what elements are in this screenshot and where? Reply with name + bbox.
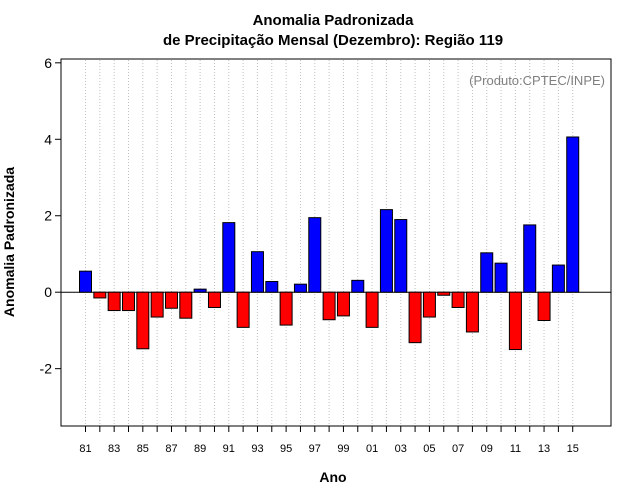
bar-2008 — [465, 291, 479, 333]
bar-1994 — [265, 280, 279, 293]
x-tick-label: 15 — [567, 443, 579, 455]
bar-2000 — [351, 279, 365, 293]
bar-1984 — [121, 291, 135, 312]
bar-2011 — [508, 291, 522, 351]
bar-1988 — [179, 291, 193, 319]
bar-2003 — [394, 219, 408, 293]
x-tick-label: 85 — [137, 443, 149, 455]
bar-2013 — [537, 291, 551, 321]
y-tick-label: 0 — [44, 284, 52, 300]
chart-subtitle: de Precipitação Mensal (Dezembro): Regiã… — [163, 32, 503, 49]
y-tick-label: 2 — [44, 208, 52, 224]
bar-1992 — [236, 291, 250, 328]
bar-1987 — [164, 291, 178, 309]
y-tick-label: 4 — [44, 131, 52, 147]
x-tick-label: 13 — [538, 443, 550, 455]
x-tick-label: 89 — [194, 443, 206, 455]
bar-1981 — [79, 270, 92, 293]
x-tick-label: 11 — [510, 443, 521, 455]
bar-1995 — [279, 291, 293, 326]
bar-1996 — [293, 283, 307, 293]
y-axis: -2 0 2 4 6 — [40, 55, 61, 377]
bar-1983 — [107, 291, 121, 312]
bar-2001 — [365, 291, 379, 328]
x-axis: 81 83 85 87 89 91 93 95 97 99 01 03 05 07 09 11 13 15 — [79, 426, 579, 455]
bar-2009 — [480, 252, 494, 293]
bar-1999 — [336, 291, 350, 317]
bar-2006 — [437, 291, 451, 296]
bar-1982 — [93, 291, 107, 299]
x-tick-label: 81 — [79, 443, 91, 455]
bar-1985 — [136, 291, 150, 350]
bar-2015 — [566, 136, 580, 293]
bar-1989 — [193, 288, 207, 293]
x-tick-label: 09 — [481, 443, 493, 455]
bar-2004 — [408, 291, 422, 344]
x-tick-label: 05 — [423, 443, 435, 455]
plot-frame — [60, 58, 612, 427]
y-tick-label: 6 — [44, 55, 52, 71]
bar-2014 — [551, 264, 565, 293]
y-axis-label: Anomalia Padronizada — [1, 167, 17, 317]
bar-1998 — [322, 291, 336, 321]
bar-2010 — [494, 262, 508, 293]
x-tick-label: 07 — [452, 443, 464, 455]
bar-2007 — [451, 291, 465, 308]
bar-1986 — [150, 291, 164, 318]
x-tick-label: 87 — [165, 443, 177, 455]
bar-2005 — [422, 291, 436, 318]
bar-1993 — [250, 251, 264, 293]
x-tick-label: 91 — [223, 443, 235, 455]
x-tick-label: 03 — [395, 443, 407, 455]
x-tick-label: 99 — [337, 443, 349, 455]
chart-title: Anomalia Padronizada — [253, 12, 415, 29]
x-tick-label: 83 — [108, 443, 120, 455]
grid-lines — [85, 60, 574, 425]
y-tick-label: -2 — [40, 361, 53, 377]
bars — [79, 136, 580, 351]
x-tick-label: 95 — [280, 443, 292, 455]
bar-2002 — [379, 209, 393, 293]
bar-2012 — [523, 224, 537, 293]
credit-annotation: (Produto:CPTEC/INPE) — [469, 73, 605, 88]
bar-1990 — [207, 291, 221, 308]
x-tick-label: 01 — [366, 443, 378, 455]
x-tick-label: 93 — [251, 443, 263, 455]
x-tick-label: 97 — [309, 443, 321, 455]
bar-1997 — [308, 217, 322, 293]
bar-1991 — [222, 222, 236, 293]
x-axis-label: Ano — [319, 469, 346, 485]
